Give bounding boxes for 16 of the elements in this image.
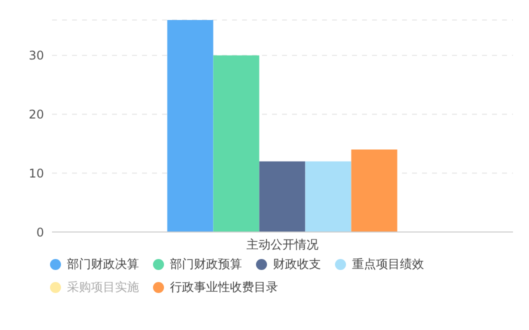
bar bbox=[167, 20, 214, 232]
legend-label: 行政事业性收费目录 bbox=[170, 279, 278, 296]
legend-label: 采购项目实施 bbox=[67, 279, 139, 296]
y-tick-label: 30 bbox=[28, 48, 44, 63]
bar bbox=[213, 55, 260, 232]
y-tick-label: 10 bbox=[28, 166, 44, 180]
legend-label: 重点项目绩效 bbox=[352, 256, 424, 273]
bar bbox=[305, 161, 352, 232]
bar bbox=[259, 161, 306, 232]
x-tick-label: 主动公开情况 bbox=[246, 238, 318, 252]
legend-label: 财政收支 bbox=[273, 256, 321, 273]
legend-label: 部门财政预算 bbox=[170, 256, 242, 273]
bar bbox=[351, 150, 398, 232]
y-tick-label: 0 bbox=[36, 225, 44, 240]
legend-label: 部门财政决算 bbox=[67, 256, 139, 273]
y-tick-label: 20 bbox=[28, 107, 44, 122]
